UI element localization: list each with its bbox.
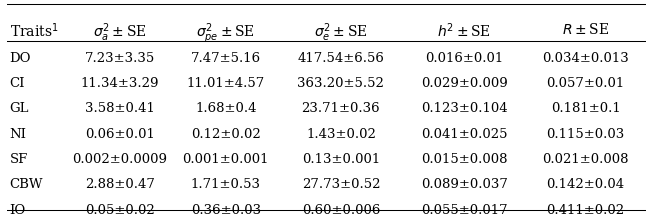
Text: 0.142±0.04: 0.142±0.04: [547, 178, 625, 191]
Text: 0.015±0.008: 0.015±0.008: [421, 153, 507, 166]
Text: 1.43±0.02: 1.43±0.02: [306, 127, 376, 141]
Text: 0.002±0.0009: 0.002±0.0009: [72, 153, 168, 166]
Text: CI: CI: [10, 77, 25, 90]
Text: 0.001±0.001: 0.001±0.001: [182, 153, 269, 166]
Text: 0.016±0.01: 0.016±0.01: [425, 51, 503, 65]
Text: 2.88±0.47: 2.88±0.47: [85, 178, 155, 191]
Text: 0.089±0.037: 0.089±0.037: [421, 178, 507, 191]
Text: 0.021±0.008: 0.021±0.008: [543, 153, 629, 166]
Text: 0.12±0.02: 0.12±0.02: [191, 127, 261, 141]
Text: 7.23±3.35: 7.23±3.35: [85, 51, 155, 65]
Text: $\sigma_a^2\pm$SE: $\sigma_a^2\pm$SE: [93, 21, 147, 44]
Text: GL: GL: [10, 102, 29, 115]
Text: 0.041±0.025: 0.041±0.025: [421, 127, 507, 141]
Text: DO: DO: [10, 51, 31, 65]
Text: SF: SF: [10, 153, 28, 166]
Text: Traits$^1$: Traits$^1$: [10, 21, 58, 40]
Text: CBW: CBW: [10, 178, 43, 191]
Text: 0.60±0.006: 0.60±0.006: [302, 203, 380, 217]
Text: 0.123±0.104: 0.123±0.104: [421, 102, 507, 115]
Text: 417.54±6.56: 417.54±6.56: [298, 51, 385, 65]
Text: 1.68±0.4: 1.68±0.4: [195, 102, 257, 115]
Text: 0.06±0.01: 0.06±0.01: [85, 127, 155, 141]
Text: 0.36±0.03: 0.36±0.03: [191, 203, 261, 217]
Text: 23.71±0.36: 23.71±0.36: [302, 102, 380, 115]
Text: 0.034±0.013: 0.034±0.013: [542, 51, 629, 65]
Text: $R\pm$SE: $R\pm$SE: [562, 21, 609, 37]
Text: 11.01±4.57: 11.01±4.57: [187, 77, 265, 90]
Text: $\sigma_e^2\pm$SE: $\sigma_e^2\pm$SE: [314, 21, 368, 44]
Text: IO: IO: [10, 203, 26, 217]
Text: $\sigma_{pe}^2\pm$SE: $\sigma_{pe}^2\pm$SE: [197, 21, 255, 46]
Text: 7.47±5.16: 7.47±5.16: [191, 51, 261, 65]
Text: 0.05±0.02: 0.05±0.02: [86, 203, 155, 217]
Text: $h^2\pm$SE: $h^2\pm$SE: [437, 21, 491, 40]
Text: 0.115±0.03: 0.115±0.03: [547, 127, 625, 141]
Text: 27.73±0.52: 27.73±0.52: [302, 178, 380, 191]
Text: 0.029±0.009: 0.029±0.009: [421, 77, 507, 90]
Text: 0.13±0.001: 0.13±0.001: [302, 153, 380, 166]
Text: NI: NI: [10, 127, 27, 141]
Text: 0.057±0.01: 0.057±0.01: [547, 77, 625, 90]
Text: 363.20±5.52: 363.20±5.52: [298, 77, 385, 90]
Text: 0.055±0.017: 0.055±0.017: [421, 203, 507, 217]
Text: 11.34±3.29: 11.34±3.29: [81, 77, 159, 90]
Text: 0.411±0.02: 0.411±0.02: [547, 203, 625, 217]
Text: 1.71±0.53: 1.71±0.53: [191, 178, 261, 191]
Text: 3.58±0.41: 3.58±0.41: [85, 102, 155, 115]
Text: 0.181±0.1: 0.181±0.1: [550, 102, 620, 115]
